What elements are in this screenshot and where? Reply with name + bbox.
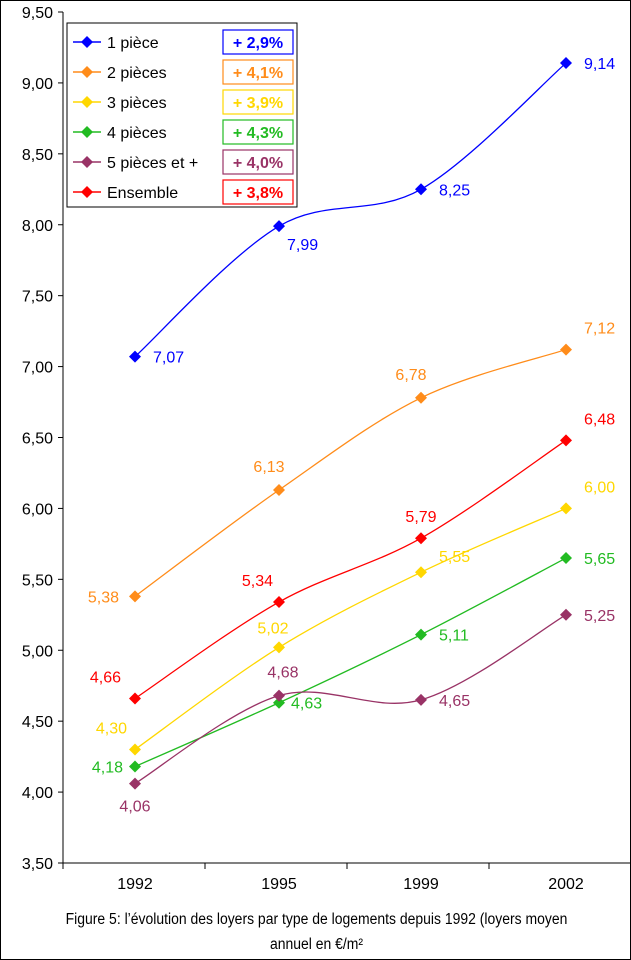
data-point-ensemble (560, 434, 572, 447)
data-label-ensemble: 4,66 (90, 669, 121, 686)
growth-label-ensemble: + 3,8% (233, 185, 283, 202)
y-tick-label: 3,50 (22, 856, 53, 873)
growth-label-5-pi-ces-et: + 4,0% (233, 155, 283, 172)
legend-swatch-marker (81, 186, 93, 198)
series-line-2-pi-ces (134, 348, 567, 597)
data-point-3-pi-ces (415, 566, 427, 579)
legend-label-1-pi-ce: 1 pièce (107, 35, 159, 52)
growth-label-2-pi-ces: + 4,1% (233, 65, 283, 82)
data-point-2-pi-ces (129, 590, 141, 603)
data-point-2-pi-ces (560, 343, 572, 356)
y-tick-label: 8,50 (22, 147, 53, 164)
growth-badge (222, 119, 294, 145)
growth-label-3-pi-ces: + 3,9% (233, 95, 283, 112)
data-label-5-pi-ces-et: 4,68 (267, 665, 298, 682)
data-point-3-pi-ces (560, 502, 572, 515)
growth-badge (222, 179, 294, 205)
y-tick-label: 9,00 (22, 76, 53, 93)
data-point-5-pi-ces-et (273, 689, 285, 702)
data-label-1-pi-ce: 7,99 (287, 237, 318, 254)
data-point-5-pi-ces-et (129, 777, 141, 790)
growth-label-4-pi-ces: + 4,3% (233, 125, 283, 142)
data-label-5-pi-ces-et: 4,65 (439, 693, 470, 710)
x-tick-label: 1999 (403, 876, 439, 893)
x-tick-label: 1992 (117, 876, 153, 893)
y-tick-label: 9,50 (22, 5, 53, 22)
line-chart: 3,50 4,00 4,50 5,00 5,50 6,00 6,50 7,00 7,50 8,00… (22, 5, 631, 893)
legend-swatch-marker (81, 66, 93, 78)
data-point-5-pi-ces-et (415, 693, 427, 706)
series-line-5-pi-ces-et (134, 614, 567, 785)
data-label-4-pi-ces: 4,18 (92, 760, 123, 777)
legend-label-ensemble: Ensemble (107, 185, 178, 202)
growth-badge (222, 59, 294, 85)
growth-badge (222, 89, 294, 115)
y-tick-label: 6,50 (22, 431, 53, 448)
data-label-1-pi-ce: 8,25 (439, 182, 470, 199)
series-line-ensemble (134, 439, 567, 700)
y-tick-label: 5,00 (22, 643, 53, 660)
growth-label-1-pi-ce: + 2,9% (233, 35, 283, 52)
series-line-1-pi-ce (134, 62, 567, 358)
x-tick-label: 1995 (261, 876, 297, 893)
data-label-2-pi-ces: 5,38 (88, 589, 119, 606)
data-point-1-pi-ce (415, 183, 427, 196)
legend-label-4-pi-ces: 4 pièces (107, 125, 167, 142)
y-tick-label: 7,50 (22, 289, 53, 306)
data-point-ensemble (415, 532, 427, 545)
data-label-2-pi-ces: 7,12 (584, 321, 615, 338)
data-label-4-pi-ces: 5,65 (584, 551, 615, 568)
data-label-ensemble: 5,79 (405, 509, 436, 526)
data-point-ensemble (129, 692, 141, 705)
data-point-1-pi-ce (560, 57, 572, 70)
growth-badge (222, 149, 294, 175)
figure-caption: Figure 5: l’évolution des loyers par typ… (65, 911, 568, 953)
data-point-2-pi-ces (273, 483, 285, 496)
legend-label-2-pi-ces: 2 pièces (107, 65, 167, 82)
data-point-1-pi-ce (273, 220, 285, 233)
data-label-ensemble: 6,48 (584, 411, 615, 428)
data-point-2-pi-ces (415, 391, 427, 404)
y-tick-label: 6,00 (22, 501, 53, 518)
data-label-2-pi-ces: 6,13 (253, 459, 284, 476)
data-point-5-pi-ces-et (560, 608, 572, 621)
data-label-1-pi-ce: 9,14 (584, 56, 615, 73)
data-label-ensemble: 5,34 (242, 573, 273, 590)
data-label-5-pi-ces-et: 4,06 (119, 799, 150, 816)
data-point-3-pi-ces (273, 641, 285, 654)
legend-swatch-marker (81, 36, 93, 48)
y-tick-label: 4,00 (22, 785, 53, 802)
y-tick-label: 4,50 (22, 714, 53, 731)
data-point-3-pi-ces (129, 743, 141, 756)
legend-label-5-pi-ces-et: 5 pièces et + (107, 155, 198, 172)
x-tick-label: 2002 (548, 876, 584, 893)
y-tick-label: 7,00 (22, 360, 53, 377)
data-label-3-pi-ces: 5,02 (257, 620, 288, 637)
data-label-3-pi-ces: 5,55 (439, 549, 470, 566)
legend-swatch-marker (81, 126, 93, 138)
data-label-4-pi-ces: 5,11 (439, 628, 469, 645)
data-label-4-pi-ces: 4,63 (291, 696, 322, 713)
series-line-3-pi-ces (134, 507, 567, 751)
series-line-4-pi-ces (134, 557, 567, 768)
y-tick-label: 5,50 (22, 572, 53, 589)
data-point-ensemble (273, 596, 285, 609)
data-label-3-pi-ces: 6,00 (584, 479, 615, 496)
legend-label-3-pi-ces: 3 pièces (107, 95, 167, 112)
y-tick-label: 8,00 (22, 218, 53, 235)
data-point-4-pi-ces (560, 552, 572, 565)
data-label-1-pi-ce: 7,07 (153, 350, 184, 367)
data-point-4-pi-ces (129, 760, 141, 773)
growth-badge (222, 29, 294, 55)
data-point-1-pi-ce (129, 350, 141, 363)
data-label-3-pi-ces: 4,30 (96, 721, 127, 738)
legend-swatch-marker (81, 156, 93, 168)
data-label-2-pi-ces: 6,78 (395, 367, 426, 384)
data-point-4-pi-ces (415, 628, 427, 641)
legend-swatch-marker (81, 96, 93, 108)
data-label-5-pi-ces-et: 5,25 (584, 608, 615, 625)
data-point-4-pi-ces (273, 696, 285, 709)
